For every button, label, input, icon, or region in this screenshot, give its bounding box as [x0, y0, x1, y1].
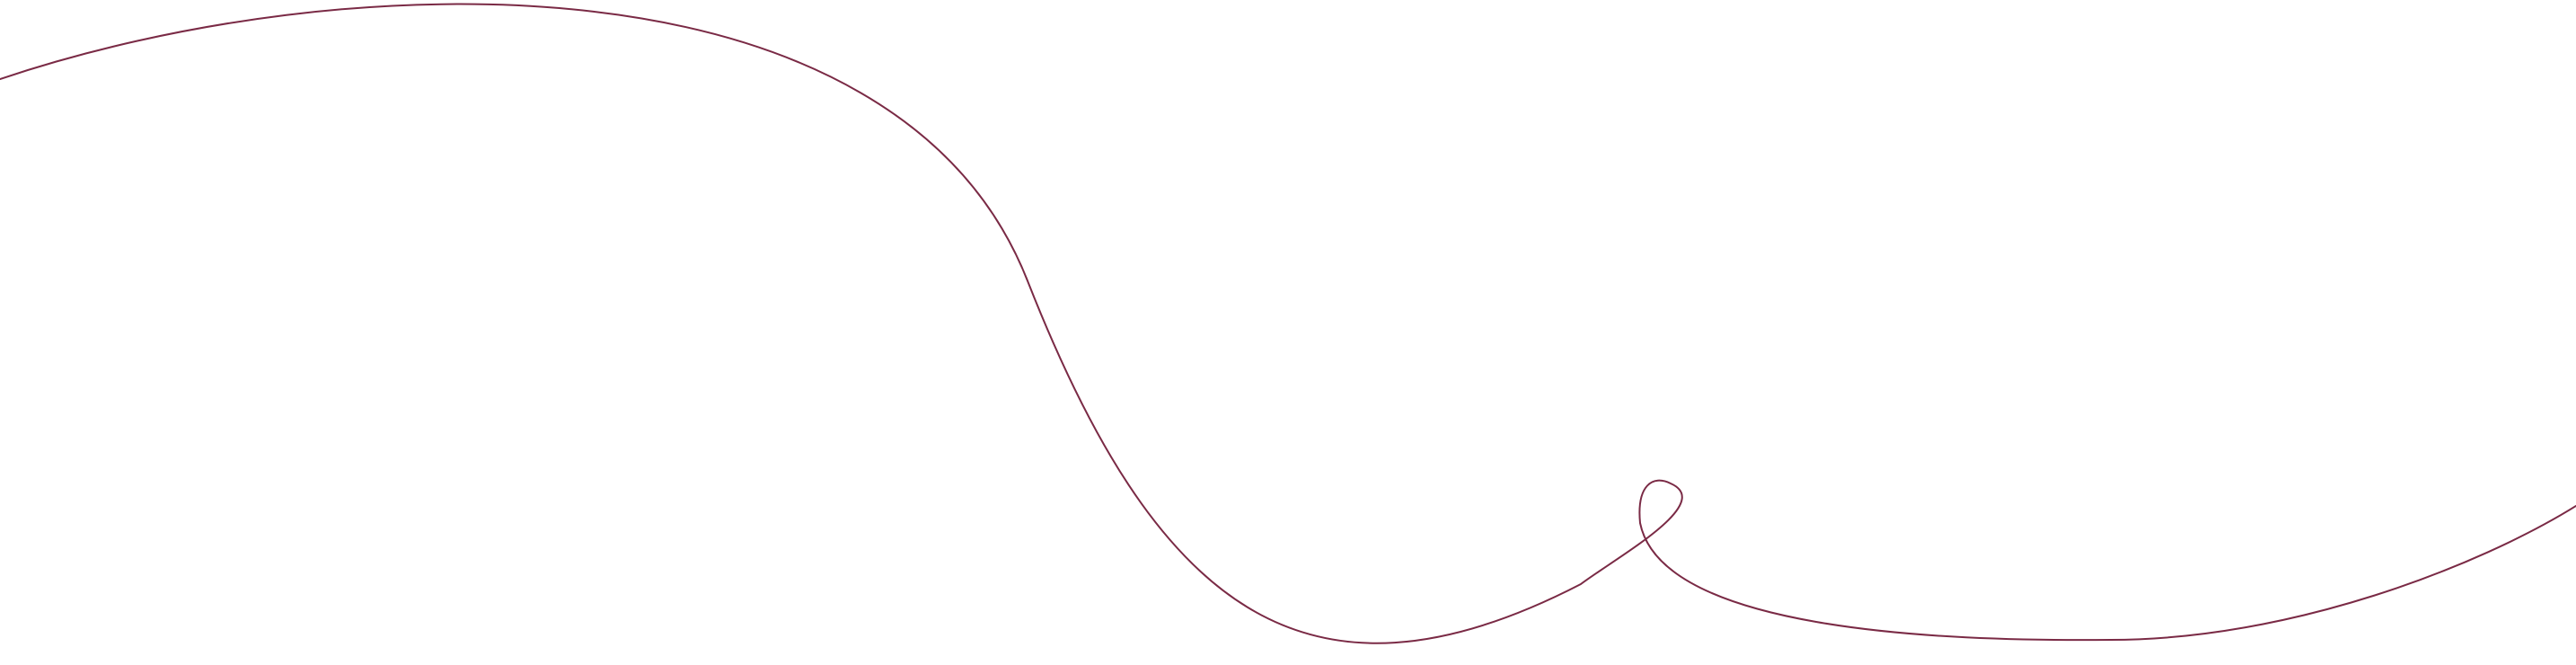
squiggle-path [0, 3, 2576, 644]
